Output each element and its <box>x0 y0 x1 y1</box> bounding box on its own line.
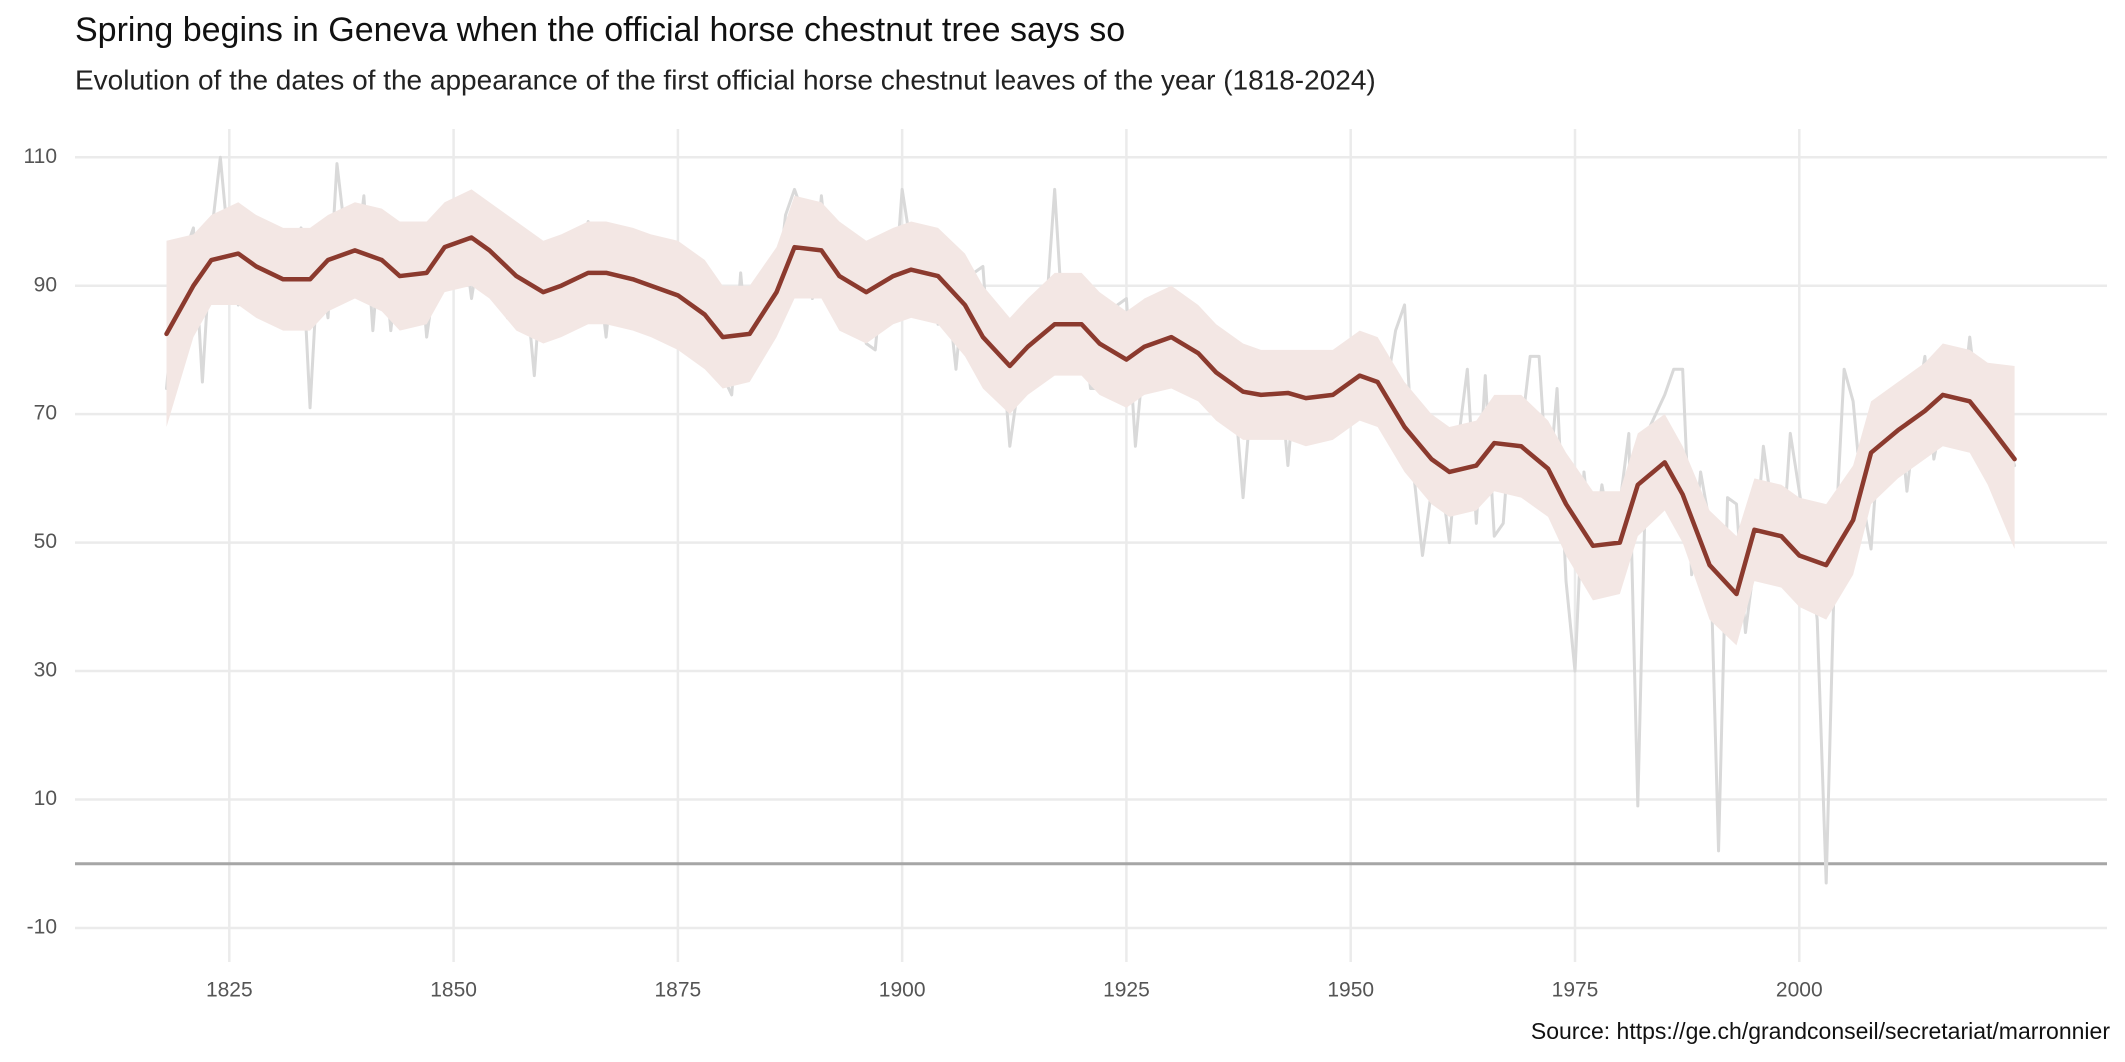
x-tick-label: 1950 <box>1327 979 1374 1002</box>
x-tick-label: 1900 <box>879 979 926 1002</box>
y-tick-label: 30 <box>34 659 57 682</box>
x-tick-label: 1925 <box>1103 979 1150 1002</box>
data-line <box>164 235 2017 597</box>
x-tick-label: 1850 <box>430 979 477 1002</box>
x-tick-label: 1875 <box>655 979 702 1002</box>
chart-title: Spring begins in Geneva when the officia… <box>75 11 1125 49</box>
x-tick-label: 2000 <box>1776 979 1823 1002</box>
y-tick-label: 10 <box>34 787 57 810</box>
source-note: Source: https://ge.ch/grandconseil/secre… <box>1531 1018 2110 1044</box>
chart-subtitle: Evolution of the dates of the appearance… <box>75 64 1376 95</box>
y-tick-label: 50 <box>34 530 57 553</box>
x-tick-label: 1975 <box>1552 979 1599 1002</box>
y-tick-label: 90 <box>34 273 57 296</box>
confidence-band <box>166 189 2015 646</box>
y-tick-label: 110 <box>24 145 57 168</box>
y-tick-label: 70 <box>34 402 57 425</box>
y-tick-label: -10 <box>27 916 57 939</box>
x-tick-label: 1825 <box>206 979 253 1002</box>
